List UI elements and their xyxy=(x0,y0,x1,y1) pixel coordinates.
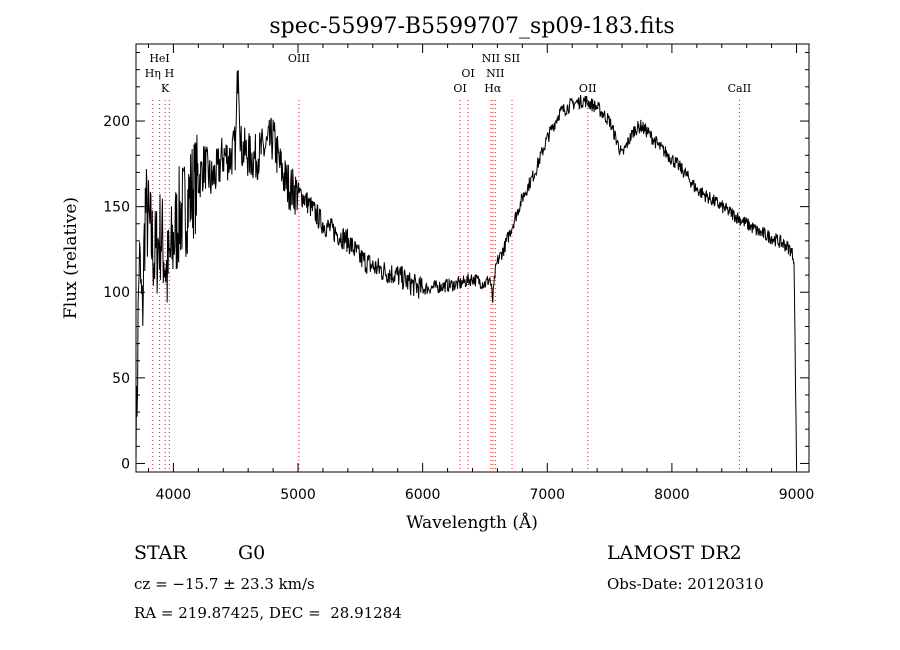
spectral-line-label: HeI xyxy=(149,52,169,65)
spectral-line-label: Hη xyxy=(145,67,161,80)
spectral-line-label: K xyxy=(161,82,170,95)
coordinates-readout: RA = 219.87425, DEC = 28.91284 xyxy=(134,604,402,622)
x-tick-label: 8000 xyxy=(654,487,690,503)
x-axis-title: Wavelength (Å) xyxy=(406,512,538,533)
y-tick-label: 150 xyxy=(103,200,130,216)
spectral-line-label: Hα xyxy=(484,82,502,95)
chart-title: spec-55997-B5599707_sp09-183.fits xyxy=(269,14,674,39)
object-class: STAR xyxy=(134,542,187,564)
spectral-line-label: OII xyxy=(579,82,597,95)
x-tick-label: 9000 xyxy=(779,487,815,503)
spectral-line-label: OIII xyxy=(288,52,310,65)
spectrum-line xyxy=(135,69,797,464)
observation-date: Obs-Date: 20120310 xyxy=(607,575,764,593)
spectral-subclass: G0 xyxy=(238,542,266,564)
velocity-readout: cz = −15.7 ± 23.3 km/s xyxy=(134,575,315,593)
spectral-line-label: OI xyxy=(453,82,466,95)
x-tick-label: 5000 xyxy=(280,487,316,503)
survey-name: LAMOST DR2 xyxy=(607,542,742,564)
y-axis-title: Flux (relative) xyxy=(61,197,81,319)
spectral-line-label: OI xyxy=(461,67,474,80)
emission-line-markers: HeI Hη HK OIII OI OI NII NII Hα SII OII CaII xyxy=(145,52,752,472)
y-tick-label: 0 xyxy=(121,456,130,472)
spectral-line-label: H xyxy=(165,67,175,80)
spectral-line-label: SII xyxy=(504,52,520,65)
x-tick-label: 4000 xyxy=(156,487,192,503)
y-tick-label: 200 xyxy=(103,114,130,130)
x-tick-label: 6000 xyxy=(405,487,441,503)
y-tick-label: 100 xyxy=(103,285,130,301)
spectral-line-label: NII xyxy=(486,67,504,80)
y-tick-label: 50 xyxy=(112,371,130,387)
x-axis: 4000 5000 6000 7000 8000 9000 xyxy=(147,44,815,503)
y-axis: 0 50 100 150 200 xyxy=(103,52,809,472)
x-tick-label: 7000 xyxy=(529,487,565,503)
spectral-line-label: NII xyxy=(482,52,500,65)
spectral-line-label: CaII xyxy=(728,82,752,95)
